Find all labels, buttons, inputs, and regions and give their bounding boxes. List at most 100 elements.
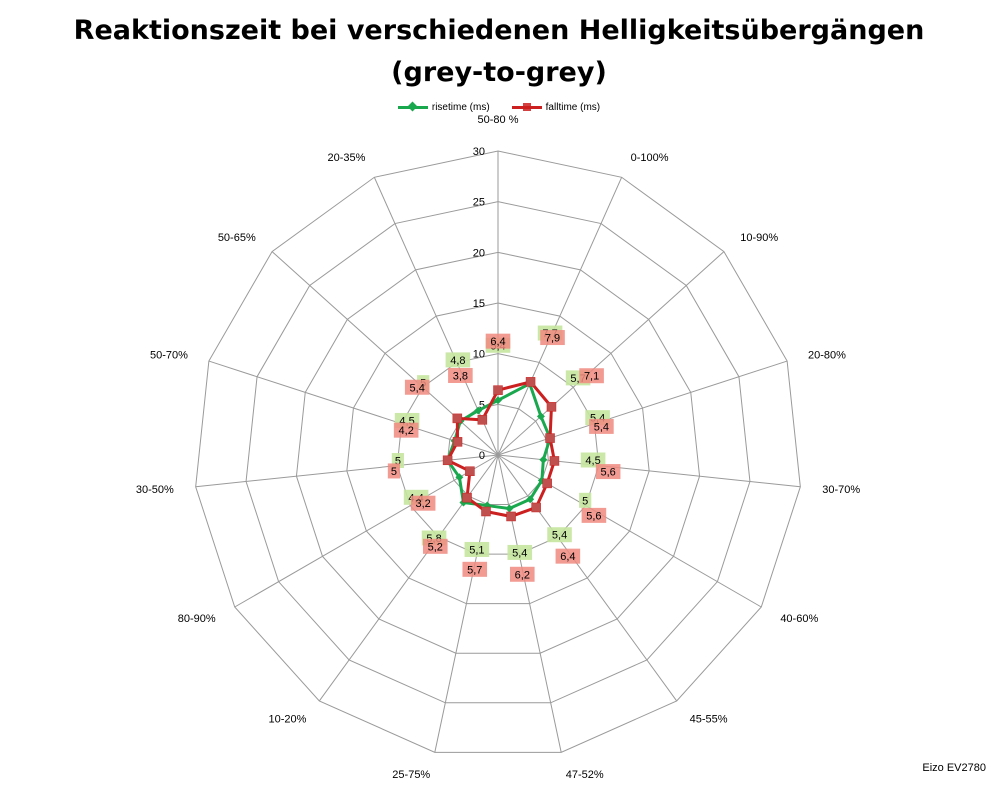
radial-tick-label: 5 bbox=[479, 399, 485, 411]
grid-ring bbox=[447, 403, 549, 506]
grid-spoke bbox=[497, 454, 762, 608]
data-label: 5,6 bbox=[600, 467, 615, 479]
data-point bbox=[549, 456, 560, 466]
data-point bbox=[525, 377, 536, 387]
data-label: 6,2 bbox=[515, 569, 530, 581]
data-label-bg bbox=[580, 452, 606, 468]
series-falltime bbox=[442, 377, 560, 522]
category-label: 50-65% bbox=[218, 232, 256, 244]
legend-item-fall: falltime (ms) bbox=[511, 101, 600, 113]
data-point bbox=[505, 504, 514, 513]
legend-swatch-fall bbox=[511, 101, 542, 113]
grid-ring bbox=[195, 150, 801, 753]
category-label: 20-35% bbox=[327, 152, 365, 164]
data-point bbox=[539, 455, 548, 464]
data-label: 3,8 bbox=[453, 370, 468, 382]
grid-spoke bbox=[497, 177, 623, 456]
data-point bbox=[474, 406, 483, 415]
data-point bbox=[442, 455, 453, 466]
data-point bbox=[493, 385, 503, 395]
data-label-bg bbox=[422, 538, 448, 554]
legend-label-rise: risetime (ms) bbox=[431, 101, 490, 113]
category-labels: 50-80 % 0-100% 10-90% 20-80% 30-70% 40-60% 45-… bbox=[136, 114, 860, 781]
data-label-bg bbox=[509, 566, 535, 582]
category-label: 45-55% bbox=[690, 714, 728, 726]
data-point bbox=[506, 511, 516, 522]
data-label-bg bbox=[387, 463, 401, 479]
data-label-bg bbox=[595, 464, 621, 480]
series-line bbox=[446, 380, 556, 518]
data-label: 6,4 bbox=[560, 551, 575, 563]
grid-spoke bbox=[497, 251, 725, 456]
category-label: 47-52% bbox=[566, 769, 604, 781]
data-point bbox=[494, 396, 502, 405]
chart-legend: risetime (ms) falltime (ms) bbox=[0, 101, 998, 113]
data-label: 5,4 bbox=[512, 547, 527, 559]
radial-tick-label: 30 bbox=[473, 146, 485, 158]
data-point bbox=[531, 502, 541, 513]
grid-ring bbox=[346, 302, 650, 605]
grid-spoke bbox=[497, 454, 678, 702]
chart-title-line1: Reaktionszeit bei verschiedenen Helligke… bbox=[73, 15, 925, 46]
grid-spoke bbox=[373, 177, 499, 456]
data-label-bg bbox=[393, 422, 419, 438]
data-label-bg bbox=[448, 367, 473, 383]
data-labels-falltime: 6,4 7,9 7,1 5,4 5,6 5,6 6,4 6,2 5,7 5,2 3,2 5 4,2 5,4… bbox=[387, 330, 621, 582]
data-label: 6,4 bbox=[490, 336, 505, 348]
grid-spoke bbox=[497, 360, 788, 456]
chart-title-line2: (grey-to-grey) bbox=[391, 57, 607, 88]
grid-spoke bbox=[497, 454, 562, 753]
data-label: 5 bbox=[395, 456, 401, 468]
data-label-bg bbox=[404, 379, 430, 395]
data-point bbox=[481, 506, 491, 517]
data-label-bg bbox=[507, 544, 533, 560]
category-label: 30-70% bbox=[822, 484, 860, 496]
grid-spoke bbox=[234, 454, 499, 608]
radial-axis: 0 5 10 15 20 25 30 bbox=[473, 146, 485, 462]
legend-swatch-rise bbox=[397, 101, 428, 113]
data-point bbox=[455, 473, 464, 482]
chart-title: Reaktionszeit bei verschiedenen Helligke… bbox=[0, 10, 998, 94]
data-point bbox=[545, 433, 555, 443]
data-label-bg bbox=[547, 527, 572, 543]
category-label: 80-90% bbox=[178, 613, 216, 625]
grid-spoke bbox=[497, 454, 801, 488]
data-label-bg bbox=[555, 548, 581, 564]
radial-tick-label: 20 bbox=[473, 247, 485, 259]
radial-tick-label: 15 bbox=[473, 298, 485, 310]
data-label-bg bbox=[579, 368, 604, 384]
data-label: 5,4 bbox=[594, 421, 609, 433]
data-label: 5 bbox=[391, 466, 397, 478]
legend-item-rise: risetime (ms) bbox=[397, 101, 490, 113]
data-point bbox=[526, 495, 535, 504]
category-label: 50-70% bbox=[150, 349, 188, 361]
data-point bbox=[542, 478, 552, 489]
data-point bbox=[477, 415, 488, 425]
grid-ring bbox=[295, 251, 701, 654]
data-label-bg bbox=[445, 352, 471, 368]
data-point bbox=[546, 402, 557, 412]
data-label: 5 bbox=[582, 495, 588, 507]
category-label: 10-90% bbox=[740, 232, 778, 244]
radar-grid bbox=[195, 150, 801, 753]
category-label: 10-20% bbox=[268, 714, 306, 726]
data-point bbox=[536, 412, 545, 421]
radial-tick-label: 0 bbox=[479, 450, 485, 462]
data-label-bg bbox=[464, 541, 490, 557]
data-label-bg bbox=[410, 495, 436, 511]
data-label-bg bbox=[579, 492, 592, 508]
data-label-bg bbox=[485, 333, 511, 349]
data-label: 7,9 bbox=[545, 333, 560, 345]
data-label: 5,6 bbox=[586, 510, 601, 522]
data-label: 4,5 bbox=[585, 455, 600, 467]
data-point bbox=[462, 492, 472, 503]
data-point bbox=[465, 466, 475, 476]
data-label-bg bbox=[589, 418, 614, 434]
data-label: 5,7 bbox=[467, 564, 482, 576]
data-label: 4,2 bbox=[399, 425, 414, 437]
data-label-bg bbox=[581, 507, 607, 523]
data-label-bg bbox=[462, 561, 488, 577]
data-label: 7,1 bbox=[584, 371, 599, 383]
category-label: 25-75% bbox=[392, 769, 430, 781]
